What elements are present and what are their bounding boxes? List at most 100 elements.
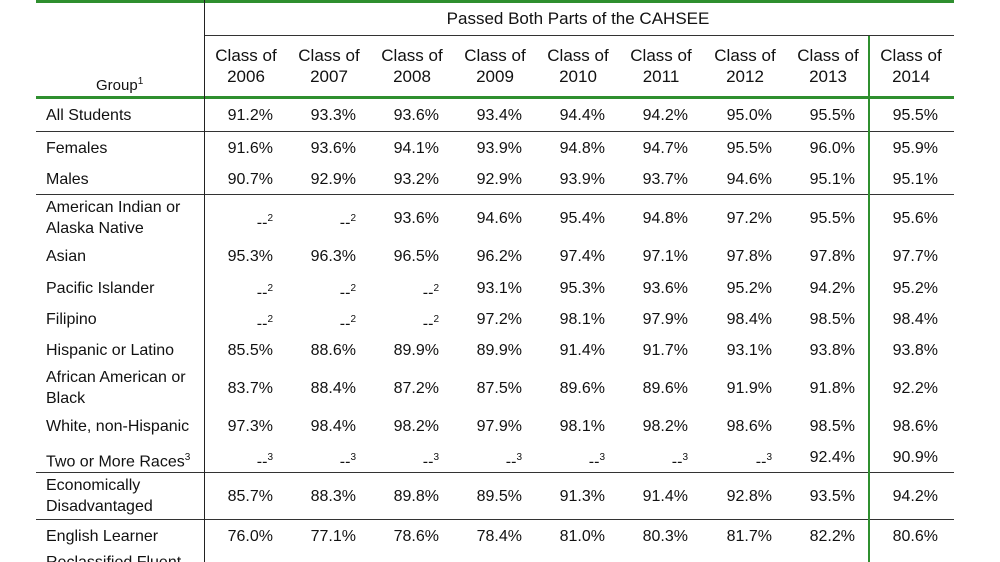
table-cell: 98.4%	[310, 418, 356, 435]
table-cell: --2	[193, 278, 273, 303]
group-label: Economically Disadvantaged	[46, 475, 196, 517]
table-cell: 87.5%	[476, 380, 522, 397]
column-header-line1: Class of	[215, 46, 277, 65]
table-cell: 98.1%	[559, 418, 605, 435]
table-cell: 94.2%	[642, 107, 688, 124]
column-header-line1: Class of	[298, 46, 360, 65]
table-cell: 91.2%	[227, 107, 273, 124]
table-cell: --3	[193, 447, 273, 472]
table-cell: 95.2%	[892, 280, 938, 297]
footnote-mark: 3	[350, 452, 356, 463]
table-cell: 97.9%	[642, 311, 688, 328]
table-cell: 88.4%	[310, 380, 356, 397]
column-header-year: 2007	[310, 67, 348, 86]
table-cell: 95.0%	[726, 107, 772, 124]
footnote-mark: 2	[350, 283, 356, 294]
table-cell: 91.6%	[227, 140, 273, 157]
table-cell: 89.9%	[393, 342, 439, 359]
group-label: English Learner	[46, 526, 196, 547]
footnote-mark: 2	[267, 283, 273, 294]
column-header-2013: Class of 2013	[787, 45, 869, 87]
table-cell: --3	[608, 447, 688, 472]
group-label: Two or More Races3	[46, 447, 196, 472]
row-rule-1	[36, 131, 954, 132]
column-header-line1: Class of	[880, 46, 942, 65]
table-cell: 93.1%	[476, 280, 522, 297]
group-label: Males	[46, 169, 196, 190]
column-header-line1: Class of	[464, 46, 526, 65]
table-cell: 98.4%	[726, 311, 772, 328]
table-cell: 85.5%	[227, 342, 273, 359]
group-header: Group1	[96, 76, 144, 94]
column-header-year: 2013	[809, 67, 847, 86]
top-rule	[36, 0, 954, 3]
group-label-text: Pacific Islander	[46, 280, 155, 297]
footnote-mark: 3	[267, 452, 273, 463]
dash-value: --	[256, 284, 268, 302]
footnote-mark: 3	[433, 452, 439, 463]
table-cell: 95.4%	[559, 210, 605, 227]
table-cell: 93.8%	[809, 342, 855, 359]
table-cell: 91.9%	[726, 380, 772, 397]
table-cell: 95.5%	[809, 210, 855, 227]
table-cell: 78.6%	[393, 528, 439, 545]
table-cell: 89.6%	[559, 380, 605, 397]
table-cell: --3	[692, 447, 772, 472]
group-label: African American or Black	[46, 367, 196, 409]
group-label: Filipino	[46, 309, 196, 330]
table-cell: 94.2%	[892, 488, 938, 505]
table-cell: 96.0%	[809, 140, 855, 157]
column-header-year: 2011	[642, 67, 680, 86]
table-cell: 92.9%	[476, 171, 522, 188]
dash-value: --	[588, 453, 600, 471]
table-cell: 80.6%	[892, 528, 938, 545]
table-cell: --2	[193, 309, 273, 334]
table-cell: 98.4%	[892, 311, 938, 328]
column-header-year: 2008	[393, 67, 431, 86]
header-rule	[36, 96, 954, 99]
table-cell: 93.2%	[393, 171, 439, 188]
table-cell: 98.2%	[642, 418, 688, 435]
group-label-text: Hispanic or Latino	[46, 342, 175, 359]
table-cell: 91.8%	[809, 380, 855, 397]
table-cell: 95.5%	[726, 140, 772, 157]
table-cell: 80.3%	[642, 528, 688, 545]
column-header-year: 2012	[726, 67, 764, 86]
table-cell: 91.4%	[642, 488, 688, 505]
group-label: All Students	[46, 105, 196, 126]
column-header-2011: Class of 2011	[620, 45, 702, 87]
column-header-line1: Class of	[630, 46, 692, 65]
group-label-text: American Indian or Alaska Native	[46, 199, 181, 237]
table-cell: 95.9%	[892, 140, 938, 157]
group-label-text: English Learner	[46, 528, 159, 545]
column-header-2012: Class of 2012	[704, 45, 786, 87]
group-label: Asian	[46, 246, 196, 267]
table-cell: 92.4%	[809, 449, 855, 466]
dash-value: --	[339, 453, 351, 471]
footnote-mark: 3	[766, 452, 772, 463]
table-cell: 97.4%	[559, 248, 605, 265]
table-cell: 93.7%	[642, 171, 688, 188]
table-cell: 76.0%	[227, 528, 273, 545]
table-cell: 93.9%	[559, 171, 605, 188]
table-cell: 95.3%	[559, 280, 605, 297]
dash-value: --	[422, 453, 434, 471]
footnote-mark: 3	[599, 452, 605, 463]
group-label-text: Asian	[46, 248, 87, 265]
dash-value: --	[256, 315, 268, 333]
table-cell: 78.4%	[476, 528, 522, 545]
group-label-text: Males	[46, 171, 89, 188]
table-cell: 93.9%	[476, 140, 522, 157]
table-cell: 97.2%	[726, 210, 772, 227]
table-cell: 97.8%	[726, 248, 772, 265]
table-cell: 94.1%	[393, 140, 439, 157]
column-header-2006: Class of 2006	[205, 45, 287, 87]
super-header: Passed Both Parts of the CAHSEE	[446, 9, 710, 28]
group-label: Hispanic or Latino	[46, 340, 196, 361]
table-cell: 94.7%	[642, 140, 688, 157]
group-label-text: Females	[46, 140, 108, 157]
table-cell: 91.7%	[642, 342, 688, 359]
table-cell: --2	[193, 208, 273, 233]
table-cell: --3	[525, 447, 605, 472]
column-header-line1: Class of	[797, 46, 859, 65]
